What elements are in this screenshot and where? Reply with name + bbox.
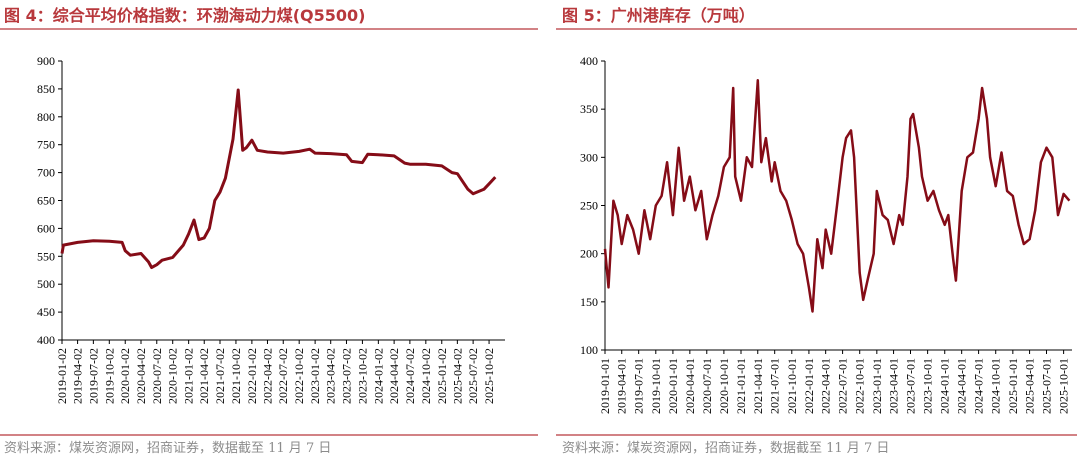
x-tick-label: 2025-07-02 xyxy=(466,348,480,404)
x-tick-label: 2020-01-01 xyxy=(666,358,680,414)
x-tick-label: 2025-10-02 xyxy=(482,348,496,404)
y-tick-label: 350 xyxy=(580,102,598,116)
y-tick-label: 400 xyxy=(580,54,598,68)
x-tick-label: 2019-04-02 xyxy=(71,348,85,404)
x-tick-label: 2023-07-01 xyxy=(904,358,918,414)
x-tick-label: 2019-10-02 xyxy=(102,348,116,404)
x-tick-label: 2024-10-01 xyxy=(989,358,1003,414)
x-tick-label: 2022-04-01 xyxy=(819,358,833,414)
source-note: 资料来源：煤炭资源网，招商证券，数据截至 11 月 7 日 xyxy=(4,440,331,456)
data-line xyxy=(60,88,497,269)
source-note: 资料来源：煤炭资源网，招商证券，数据截至 11 月 7 日 xyxy=(562,440,889,456)
x-tick-label: 2023-04-01 xyxy=(887,358,901,414)
y-tick-label: 850 xyxy=(37,82,55,96)
x-tick-label: 2019-07-02 xyxy=(86,348,100,404)
x-tick-label: 2019-07-01 xyxy=(632,358,646,414)
x-tick-label: 2021-07-02 xyxy=(213,348,227,404)
y-tick-label: 800 xyxy=(37,110,55,124)
y-tick-label: 650 xyxy=(37,194,55,208)
x-tick-label: 2020-04-01 xyxy=(683,358,697,414)
y-tick-label: 150 xyxy=(580,295,598,309)
x-tick-label: 2021-04-02 xyxy=(197,348,211,404)
x-tick-label: 2020-04-02 xyxy=(134,348,148,404)
x-tick-label: 2024-01-02 xyxy=(371,348,385,404)
x-tick-label: 2021-10-01 xyxy=(785,358,799,414)
y-tick-label: 550 xyxy=(37,249,55,263)
x-tick-label: 2019-04-01 xyxy=(615,358,629,414)
x-tick-label: 2022-10-01 xyxy=(853,358,867,414)
x-tick-label: 2025-10-01 xyxy=(1057,358,1071,414)
x-tick-label: 2021-10-02 xyxy=(229,348,243,404)
x-tick-label: 2024-07-02 xyxy=(403,348,417,404)
y-tick-label: 400 xyxy=(37,333,55,347)
x-tick-label: 2025-01-01 xyxy=(1006,358,1020,414)
y-tick-label: 900 xyxy=(37,54,55,68)
x-tick-label: 2021-04-01 xyxy=(751,358,765,414)
y-tick-label: 700 xyxy=(37,166,55,180)
y-tick-label: 450 xyxy=(37,305,55,319)
x-tick-label: 2022-07-02 xyxy=(276,348,290,404)
y-tick-label: 750 xyxy=(37,138,55,152)
x-tick-label: 2023-01-01 xyxy=(870,358,884,414)
y-tick-label: 500 xyxy=(37,277,55,291)
x-tick-label: 2021-07-01 xyxy=(768,358,782,414)
x-tick-label: 2024-04-01 xyxy=(955,358,969,414)
x-tick-label: 2020-10-02 xyxy=(166,348,180,404)
x-tick-label: 2024-04-02 xyxy=(387,348,401,404)
x-tick-label: 2023-04-02 xyxy=(324,348,338,404)
y-tick-label: 100 xyxy=(580,343,598,357)
x-tick-label: 2023-07-02 xyxy=(339,348,353,404)
x-tick-label: 2022-04-02 xyxy=(260,348,274,404)
x-tick-label: 2025-04-02 xyxy=(450,348,464,404)
chart-title: 图 5：广州港库存（万吨） xyxy=(562,6,755,25)
x-tick-label: 2022-07-01 xyxy=(836,358,850,414)
x-tick-label: 2020-01-02 xyxy=(118,348,132,404)
x-tick-label: 2020-07-01 xyxy=(700,358,714,414)
x-tick-label: 2019-01-02 xyxy=(55,348,69,404)
chart-title: 图 4：综合平均价格指数：环渤海动力煤(Q5500) xyxy=(4,6,365,25)
x-tick-label: 2024-10-02 xyxy=(419,348,433,404)
x-tick-label: 2024-07-01 xyxy=(972,358,986,414)
y-tick-label: 200 xyxy=(580,247,598,261)
x-tick-label: 2021-01-01 xyxy=(734,358,748,414)
y-tick-label: 250 xyxy=(580,199,598,213)
x-tick-label: 2023-01-02 xyxy=(308,348,322,404)
y-tick-label: 600 xyxy=(37,221,55,235)
x-tick-label: 2025-04-01 xyxy=(1023,358,1037,414)
x-tick-label: 2023-10-02 xyxy=(355,348,369,404)
x-tick-label: 2022-01-01 xyxy=(802,358,816,414)
x-tick-label: 2025-01-02 xyxy=(435,348,449,404)
x-tick-label: 2022-01-02 xyxy=(245,348,259,404)
x-tick-label: 2019-10-01 xyxy=(649,358,663,414)
x-tick-label: 2020-10-01 xyxy=(717,358,731,414)
x-tick-label: 2022-10-02 xyxy=(292,348,306,404)
x-tick-label: 2024-01-01 xyxy=(938,358,952,414)
data-line xyxy=(603,79,1071,313)
x-tick-label: 2023-10-01 xyxy=(921,358,935,414)
x-tick-label: 2025-07-01 xyxy=(1040,358,1054,414)
x-tick-label: 2020-07-02 xyxy=(150,348,164,404)
x-tick-label: 2019-01-01 xyxy=(598,358,612,414)
x-tick-label: 2021-01-02 xyxy=(182,348,196,404)
y-tick-label: 300 xyxy=(580,150,598,164)
